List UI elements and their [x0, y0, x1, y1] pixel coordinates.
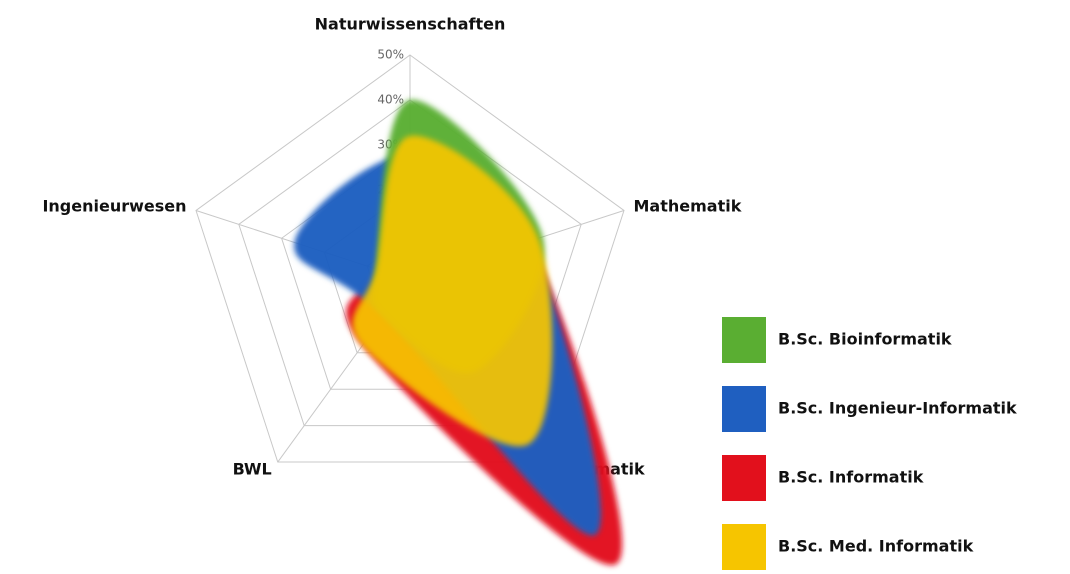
r-tick-label: 40% [377, 93, 404, 107]
radar-area [352, 135, 553, 447]
legend-label: B.Sc. Bioinformatik [778, 330, 952, 349]
legend-swatch [722, 524, 766, 570]
legend-label: B.Sc. Ingenieur-Informatik [778, 399, 1017, 418]
category-label: Ingenieurwesen [42, 196, 186, 215]
r-tick-label: 50% [377, 48, 404, 62]
legend-swatch [722, 455, 766, 501]
category-label: BWL [233, 460, 272, 479]
category-label: Naturwissenschaften [315, 15, 506, 34]
legend-swatch [722, 317, 766, 363]
category-label: Mathematik [633, 196, 741, 215]
grid-ring [238, 99, 582, 427]
legend-swatch [722, 386, 766, 432]
legend-label: B.Sc. Informatik [778, 468, 924, 487]
grid-ring [195, 54, 625, 463]
legend-label: B.Sc. Med. Informatik [778, 537, 974, 556]
